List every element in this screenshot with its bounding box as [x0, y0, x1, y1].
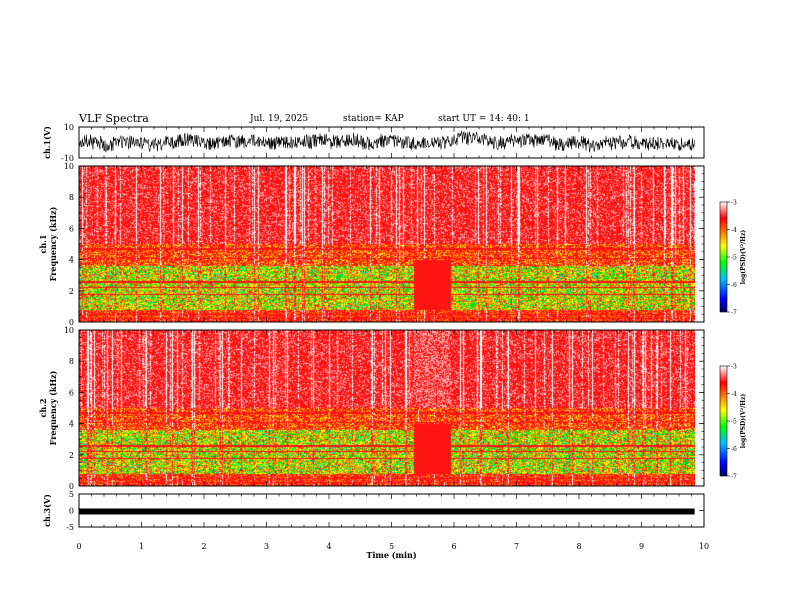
x-tick-label: 4	[326, 542, 331, 551]
x-axis-label: Time (min)	[366, 550, 416, 560]
colorbar-tick-label: -4	[731, 391, 737, 398]
colorbar-tick-label: -7	[731, 474, 737, 481]
colorbar-tick-label: -4	[731, 227, 737, 234]
ch2-spectrogram-ytick-label: 10	[64, 326, 74, 335]
colorbar-label: log(PSD)(V²/Hz)	[740, 230, 747, 285]
ch1-spectrogram-ytick-label: 8	[69, 193, 74, 202]
ch2-spectrogram-ytick-label: 6	[69, 388, 74, 397]
x-tick-label: 8	[576, 542, 581, 551]
colorbar-tick-label: -5	[731, 255, 737, 262]
x-tick-label: 2	[201, 542, 206, 551]
ch1-waveform-ytick-label: -10	[61, 154, 74, 163]
x-tick-label: 6	[451, 542, 456, 551]
station-label: station= KAP	[343, 114, 404, 124]
ch2-spectrogram-ytick-label: 2	[69, 451, 74, 460]
x-tick-label: 3	[264, 542, 269, 551]
colorbar-1	[719, 201, 728, 313]
ch2-spec-ylabel-2: Frequency (kHz)	[48, 370, 58, 445]
x-tick-label: 9	[639, 542, 644, 551]
ch1-ylabel: ch.1(V)	[42, 126, 52, 159]
ch3-waveform-line	[79, 508, 695, 515]
ch1-spectrogram-ytick-label: 4	[69, 256, 74, 265]
ch2-spectrogram-image	[79, 330, 695, 486]
x-tick-label: 10	[699, 542, 709, 551]
ch1-waveform-line	[78, 130, 695, 153]
chart-title: VLF Spectra	[79, 112, 149, 125]
ch2-spectrogram-ytick-label: 8	[69, 357, 74, 366]
colorbar-tick-label: -6	[731, 282, 737, 289]
ch1-spec-ylabel-1: ch.1	[38, 234, 48, 253]
ch3-ylabel: ch.3(V)	[42, 494, 52, 527]
start-time-label: start UT = 14: 40: 1	[438, 114, 530, 124]
x-tick-label: 1	[139, 542, 144, 551]
ch1-spectrogram-ytick-label: 2	[69, 287, 74, 296]
ch3-waveform-ytick-label: 5	[69, 490, 74, 499]
colorbar-tick-label: -5	[731, 419, 737, 426]
colorbar-tick-label: -7	[731, 310, 737, 317]
date-label: Jul. 19, 2025	[250, 114, 309, 124]
ch1-spec-ylabel-2: Frequency (kHz)	[48, 206, 58, 281]
colorbar-tick-label: -3	[731, 200, 737, 207]
ch3-waveform-ytick-label: -5	[66, 523, 74, 532]
ch3-waveform-ytick-label: 0	[69, 507, 74, 516]
ch2-spec-ylabel-1: ch.2	[38, 398, 48, 417]
ch1-spectrogram-ytick-label: 0	[69, 318, 74, 327]
colorbar-tick-label: -6	[731, 446, 737, 453]
colorbar-2	[719, 365, 728, 477]
x-tick-label: 7	[514, 542, 519, 551]
colorbar-tick-label: -3	[731, 364, 737, 371]
ch2-spectrogram-ytick-label: 0	[69, 482, 74, 491]
ch1-waveform-ytick-label: 10	[64, 123, 74, 132]
ch1-spectrogram-ytick-label: 10	[64, 162, 74, 171]
ch1-spectrogram-image	[79, 166, 695, 322]
colorbar-label: log(PSD)(V²/Hz)	[740, 394, 747, 449]
x-tick-label: 0	[76, 542, 81, 551]
ch2-spectrogram-ytick-label: 4	[69, 420, 74, 429]
ch1-spectrogram-ytick-label: 6	[69, 224, 74, 233]
x-tick-label: 5	[389, 542, 394, 551]
